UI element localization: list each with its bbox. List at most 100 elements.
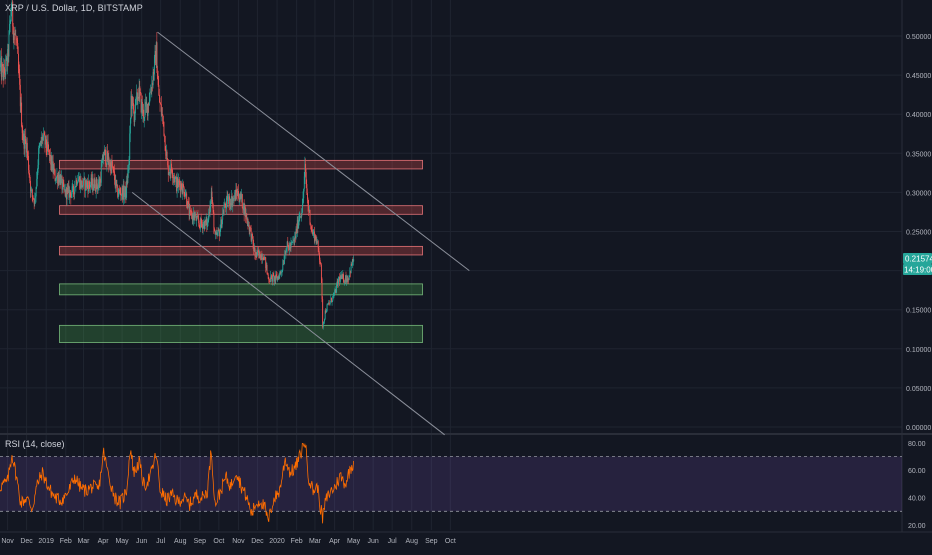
candle[interactable] [210, 199, 212, 212]
candle[interactable] [345, 271, 347, 285]
candle[interactable] [343, 278, 345, 284]
candle[interactable] [64, 184, 66, 192]
candle[interactable] [282, 259, 284, 272]
candle[interactable] [23, 130, 25, 155]
candle[interactable] [97, 179, 99, 194]
candle[interactable] [79, 173, 81, 194]
candle[interactable] [278, 273, 280, 281]
candle[interactable] [223, 201, 225, 216]
candle[interactable] [4, 59, 5, 78]
candle[interactable] [62, 178, 64, 193]
candle[interactable] [252, 235, 254, 249]
candle[interactable] [147, 103, 148, 121]
candle[interactable] [138, 87, 140, 101]
candle[interactable] [353, 255, 355, 266]
candle[interactable] [272, 272, 274, 286]
candle[interactable] [260, 253, 262, 260]
candle[interactable] [59, 170, 61, 189]
candle[interactable] [129, 117, 131, 143]
candle[interactable] [307, 188, 308, 204]
candle[interactable] [308, 205, 310, 213]
candle[interactable] [109, 158, 111, 171]
candle[interactable] [239, 193, 241, 206]
candle[interactable] [309, 209, 311, 226]
candle[interactable] [331, 300, 333, 306]
candle[interactable] [141, 95, 143, 116]
candle[interactable] [143, 116, 145, 128]
candle[interactable] [255, 249, 257, 259]
candle[interactable] [319, 257, 321, 267]
candle[interactable] [136, 88, 138, 105]
candle[interactable] [207, 218, 209, 230]
candle[interactable] [112, 160, 114, 169]
candle[interactable] [35, 186, 37, 203]
candle[interactable] [14, 26, 16, 36]
candle[interactable] [86, 178, 88, 191]
candle[interactable] [110, 159, 112, 175]
candle[interactable] [300, 212, 302, 219]
candle[interactable] [145, 93, 147, 116]
candle[interactable] [136, 84, 138, 106]
candle[interactable] [246, 217, 248, 227]
candle[interactable] [115, 174, 117, 193]
candle[interactable] [159, 97, 161, 112]
candle[interactable] [326, 303, 328, 313]
price-zones[interactable] [59, 159, 423, 343]
candle[interactable] [226, 190, 228, 201]
candle[interactable] [43, 130, 45, 136]
candle[interactable] [209, 206, 210, 216]
candle[interactable] [307, 197, 309, 212]
candle[interactable] [55, 178, 57, 185]
candle[interactable] [205, 213, 207, 226]
candle[interactable] [273, 271, 275, 286]
candle[interactable] [277, 275, 279, 280]
candle[interactable] [350, 270, 351, 278]
candle[interactable] [302, 191, 304, 207]
candle[interactable] [200, 213, 202, 228]
candle[interactable] [67, 182, 69, 195]
candle[interactable] [122, 185, 124, 203]
candle[interactable] [235, 182, 237, 201]
candle[interactable] [327, 300, 329, 305]
candle[interactable] [14, 26, 16, 45]
candle[interactable] [331, 297, 332, 303]
rsi-indicator-title[interactable]: RSI (14, close) [5, 439, 65, 449]
candle[interactable] [61, 170, 62, 184]
candle[interactable] [173, 175, 175, 183]
candle[interactable] [184, 191, 186, 200]
candle[interactable] [164, 135, 166, 152]
candle[interactable] [167, 157, 169, 168]
candle[interactable] [89, 181, 91, 194]
candle[interactable] [71, 190, 73, 199]
candle[interactable] [303, 171, 305, 192]
candle[interactable] [69, 189, 71, 198]
candle[interactable] [259, 251, 261, 259]
candle[interactable] [29, 173, 31, 184]
candle[interactable] [37, 159, 39, 176]
candle[interactable] [31, 187, 33, 193]
candle[interactable] [104, 145, 105, 156]
resistance-zone[interactable] [59, 159, 423, 170]
candle[interactable] [250, 225, 252, 232]
candle[interactable] [105, 163, 107, 168]
candle[interactable] [46, 139, 48, 158]
candle[interactable] [15, 29, 17, 46]
symbol-title[interactable]: XRP / U.S. Dollar, 1D, BITSTAMP [5, 3, 143, 13]
candle[interactable] [81, 177, 83, 191]
candle[interactable] [269, 278, 270, 284]
candle[interactable] [117, 184, 119, 199]
candle[interactable] [221, 219, 223, 229]
candle[interactable] [65, 183, 67, 199]
candle[interactable] [116, 179, 118, 188]
candle[interactable] [250, 224, 252, 242]
candlestick-series[interactable] [0, 0, 355, 330]
candle[interactable] [167, 159, 169, 182]
candle[interactable] [12, 0, 14, 35]
candle[interactable] [94, 173, 96, 191]
candle[interactable] [183, 186, 185, 197]
candle[interactable] [348, 275, 350, 281]
candle[interactable] [71, 183, 73, 199]
candle[interactable] [134, 111, 136, 127]
candle[interactable] [289, 242, 291, 252]
candle[interactable] [315, 233, 317, 241]
